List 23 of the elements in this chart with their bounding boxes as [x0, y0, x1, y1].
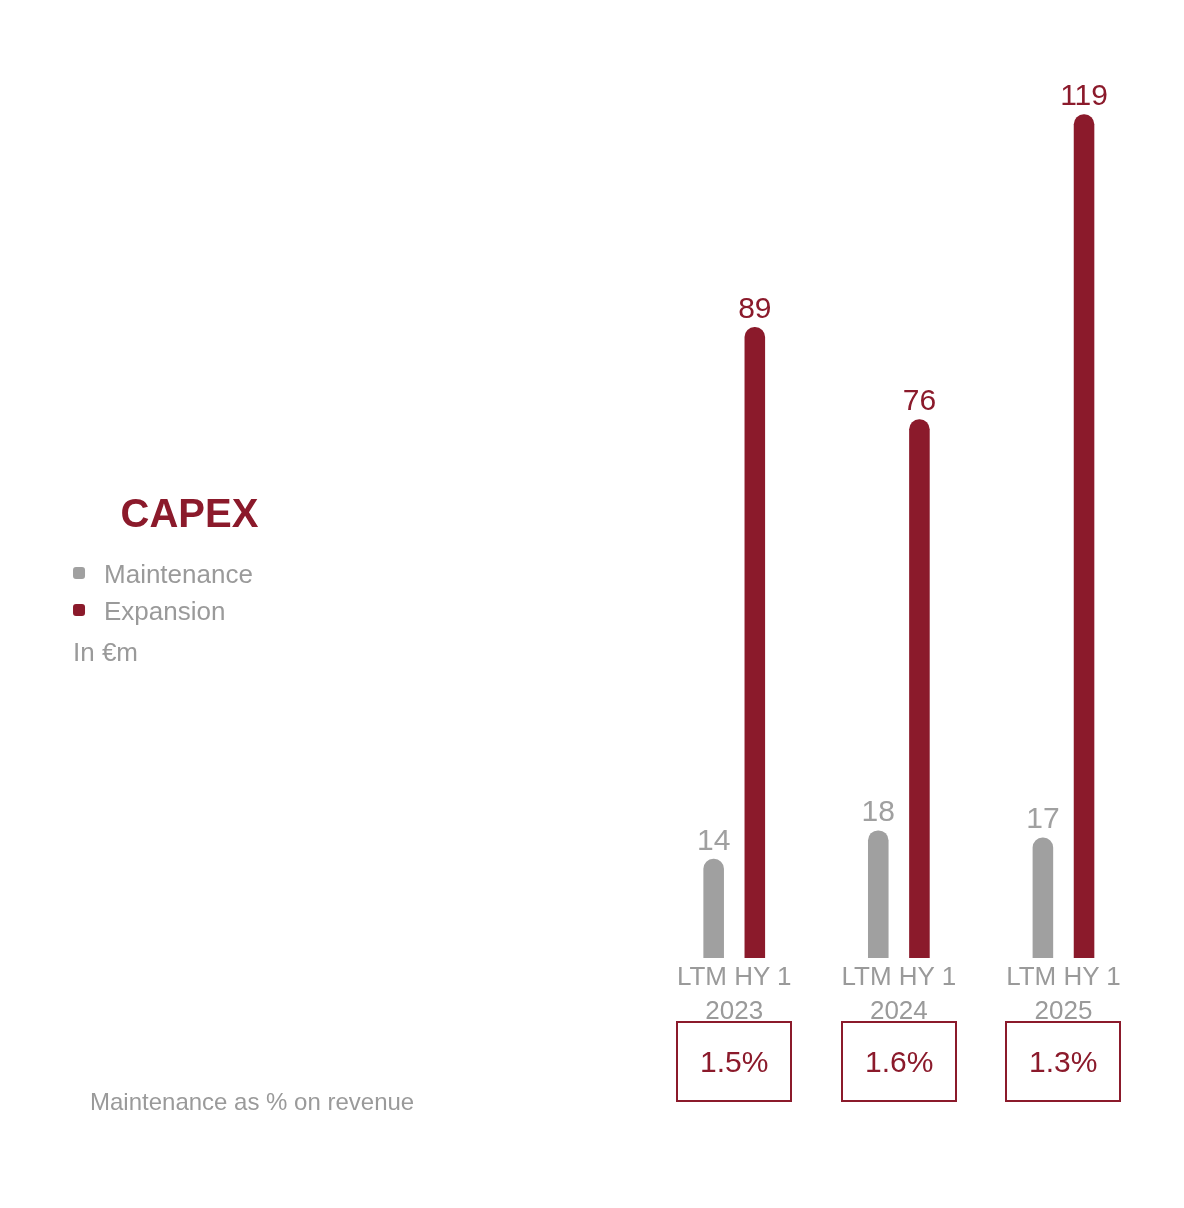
x-tick-label: LTM HY 1 2025 [1006, 961, 1121, 1025]
bar [1032, 837, 1054, 958]
data-label: 89 [738, 291, 772, 325]
data-label: 76 [902, 383, 937, 417]
data-label: 17 [1026, 801, 1060, 835]
data-label: 18 [861, 794, 895, 828]
text: In €m [73, 637, 139, 667]
data-label: 14 [696, 822, 731, 856]
x-tick-label: LTM HY 1 2023 [676, 961, 792, 1025]
bar [744, 327, 766, 958]
text: CAPEX [120, 491, 259, 536]
data-label: 119 [1060, 78, 1108, 112]
text: 1.3% [1029, 1045, 1098, 1078]
legend-label: Maintenance [104, 559, 253, 590]
x-tick-label: LTM HY 1 2024 [841, 961, 957, 1025]
bar [1073, 114, 1095, 958]
bar [703, 858, 724, 958]
legend-label: Expansion [104, 596, 226, 627]
bar [867, 830, 889, 958]
text: Maintenance as % on revenue [90, 1088, 415, 1115]
text: 1.6% [865, 1045, 934, 1078]
text: 1.5% [700, 1045, 769, 1078]
bar [909, 419, 930, 958]
